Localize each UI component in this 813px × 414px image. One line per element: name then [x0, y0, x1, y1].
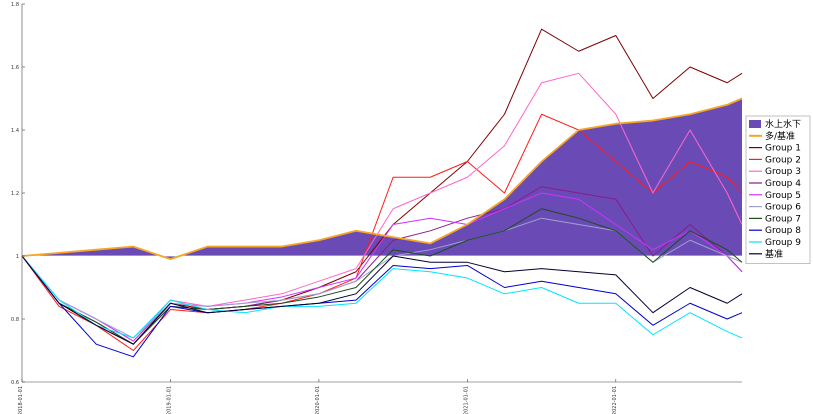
legend-label: Group 3 [765, 167, 801, 177]
series-line-Group 5 [21, 192, 743, 342]
plot-area [21, 28, 743, 358]
y-tick-label: 0.8 [11, 317, 19, 323]
series-line-Group 8 [21, 255, 743, 358]
legend-label: Group 5 [765, 191, 801, 201]
y-tick-label: 1.8 [11, 2, 19, 8]
area-water-level [22, 98, 742, 260]
series-line-Group 3 [21, 72, 743, 342]
x-tick-label: 2020-01-01 [315, 386, 321, 414]
series-line-Group 9 [21, 255, 743, 339]
legend-label: 多/基准 [765, 130, 795, 142]
legend-label: Group 9 [765, 238, 801, 248]
x-tick-label: 2018-01-01 [18, 386, 24, 414]
legend-label: 基准 [765, 248, 783, 260]
y-tick-label: 1.4 [11, 128, 19, 134]
legend-label: Group 7 [765, 214, 801, 224]
legend-box [745, 115, 811, 264]
x-axis: 2018-01-01 2019-01-01 2020-01-01 2021-01-01… [18, 379, 742, 414]
y-tick-label: 1 [16, 254, 19, 260]
legend-label: Group 6 [765, 203, 801, 213]
y-tick-label: 0.6 [11, 380, 19, 386]
legend-label: 水上水下 [765, 118, 801, 130]
series-line-Group 2 [21, 113, 743, 351]
legend-label: Group 1 [765, 144, 801, 154]
x-tick-label: 2019-01-01 [166, 386, 172, 414]
legend-label: Group 2 [765, 155, 801, 165]
x-tick-label: 2021-01-01 [463, 386, 469, 414]
series-line-基准 [21, 255, 743, 345]
x-tick-label: 2022-01-01 [612, 386, 618, 414]
y-tick-label: 1.6 [11, 65, 19, 71]
legend-swatch [749, 120, 761, 128]
legend-label: Group 8 [765, 226, 801, 236]
series-line-多/基准 [21, 97, 743, 261]
legend-label: Group 4 [765, 179, 801, 189]
y-tick-label: 1.2 [11, 191, 19, 197]
y-axis: 0.6 0.8 1 1.2 1.4 1.6 1.8 [11, 2, 25, 386]
series-line-Group 7 [21, 208, 743, 345]
